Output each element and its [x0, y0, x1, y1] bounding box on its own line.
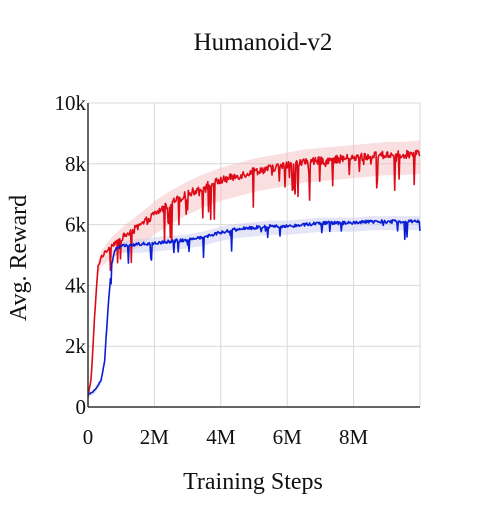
series-layer: [87, 149, 421, 398]
y-axis-title: Avg. Reward: [6, 195, 32, 321]
series-line: [87, 149, 421, 398]
x-tick-label: 6M: [273, 425, 303, 449]
axes-layer: [87, 103, 420, 408]
y-tick-label: 6k: [65, 213, 87, 237]
y-tick-label: 10k: [55, 91, 87, 115]
chart-title: Humanoid-v2: [194, 29, 333, 56]
x-tick-label: 8M: [339, 425, 369, 449]
y-tick-label: 2k: [65, 334, 87, 358]
x-tick-label: 4M: [206, 425, 236, 449]
x-tick-label: 0: [83, 425, 94, 449]
tick-layer: 0 2M 4M 6M 8M 0 2k 4k 6k 8k 10k: [55, 91, 369, 449]
y-tick-label: 0: [76, 395, 87, 419]
x-tick-label: 2M: [140, 425, 170, 449]
x-axis-title: Training Steps: [183, 469, 323, 495]
y-tick-label: 8k: [65, 152, 87, 176]
y-tick-label: 4k: [65, 273, 87, 297]
series-line: [87, 219, 421, 396]
